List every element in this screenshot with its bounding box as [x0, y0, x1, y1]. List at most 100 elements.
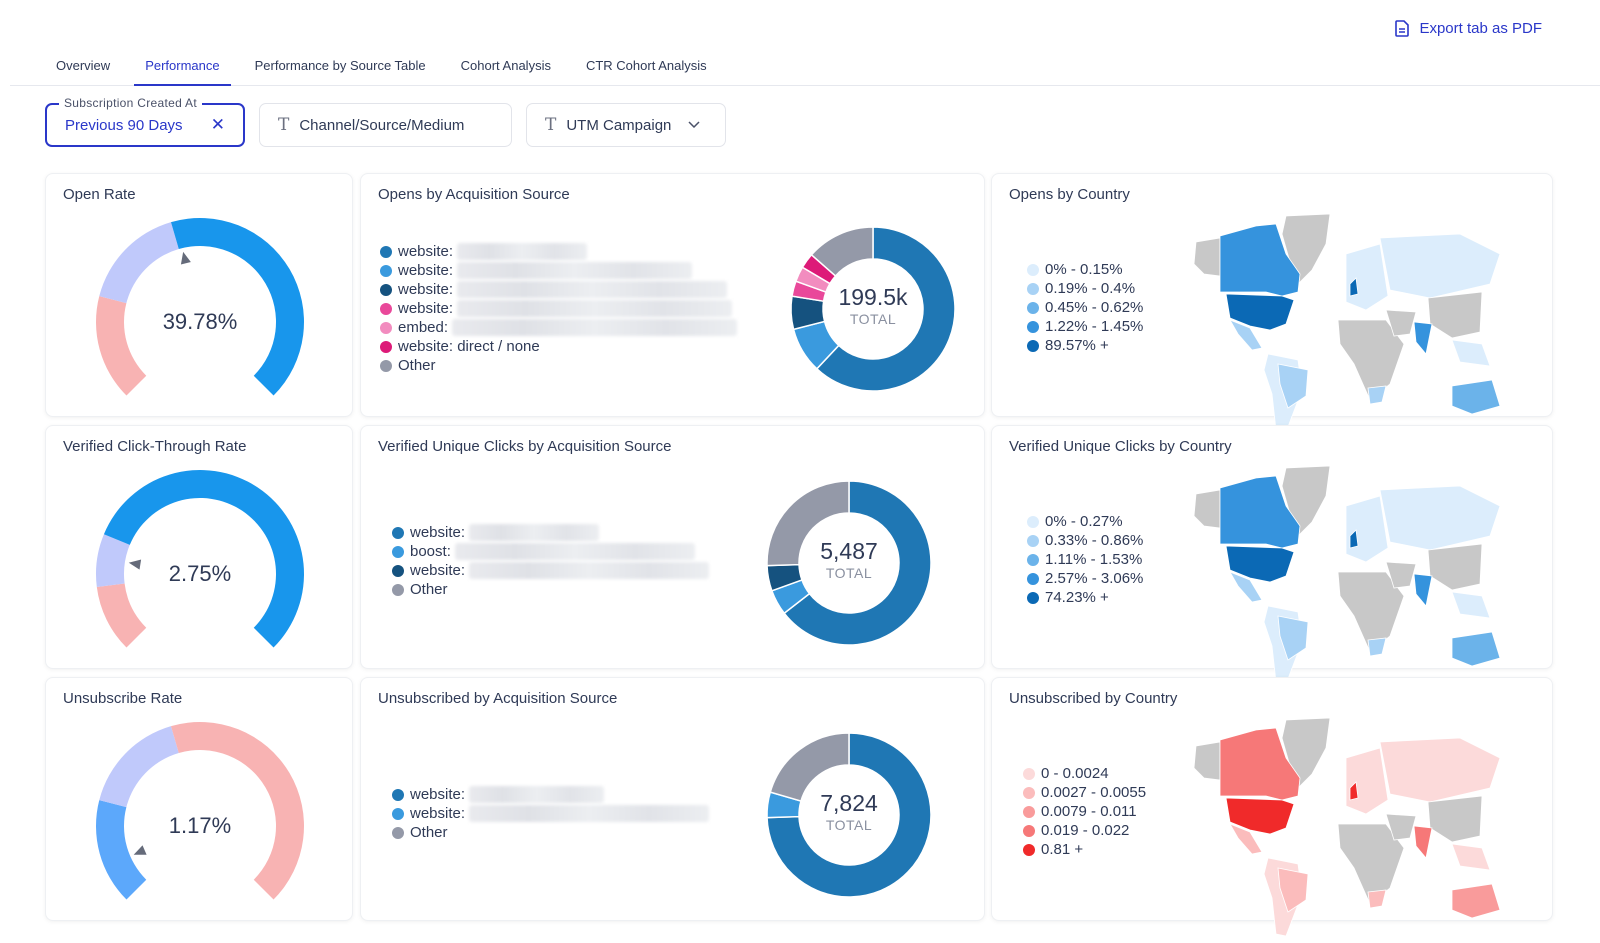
legend-item[interactable]: 74.23% +	[1027, 588, 1143, 607]
map-region-usa[interactable]	[1225, 293, 1295, 331]
export-pdf-button[interactable]: Export tab as PDF	[1395, 20, 1542, 37]
map-region-canada[interactable]	[1219, 727, 1301, 801]
legend-label: website:	[410, 805, 466, 822]
map-region-russia[interactable]	[1379, 233, 1501, 299]
map-region-alaska[interactable]	[1193, 741, 1221, 781]
map-region-seasia[interactable]	[1451, 591, 1491, 619]
legend-item[interactable]: 0 - 0.0024	[1023, 764, 1146, 783]
map-region-seasia[interactable]	[1451, 843, 1491, 871]
map-region-south-africa[interactable]	[1367, 889, 1387, 909]
legend-item[interactable]: website: direct / none	[380, 337, 737, 356]
map-region-mexico[interactable]	[1229, 823, 1263, 855]
map-region-china[interactable]	[1427, 795, 1483, 843]
legend-item[interactable]: website:	[392, 785, 709, 804]
map-region-russia[interactable]	[1379, 737, 1501, 803]
map-region-south-africa[interactable]	[1367, 637, 1387, 657]
map-region-mexico[interactable]	[1229, 571, 1263, 603]
redacted-text	[469, 786, 605, 803]
legend-label: Other	[410, 824, 448, 841]
map-region-india[interactable]	[1413, 573, 1433, 607]
map-region-alaska[interactable]	[1193, 237, 1221, 277]
legend-item[interactable]: boost:	[392, 542, 709, 561]
redacted-text	[457, 281, 728, 298]
legend-item[interactable]: 0% - 0.15%	[1027, 260, 1143, 279]
legend-item[interactable]: website:	[380, 280, 737, 299]
map-region-brazil[interactable]	[1277, 615, 1309, 661]
map-region-australia[interactable]	[1451, 631, 1501, 667]
legend-item[interactable]: embed:	[380, 318, 738, 337]
channel-source-medium-filter[interactable]: T Channel/Source/Medium	[259, 103, 512, 147]
map-region-china[interactable]	[1427, 291, 1483, 339]
map-region-australia[interactable]	[1451, 883, 1501, 919]
map-region-usa[interactable]	[1225, 545, 1295, 583]
legend-item[interactable]: website:	[392, 561, 710, 580]
legend-item[interactable]: 0.81 +	[1023, 840, 1146, 859]
chevron-down-icon[interactable]	[687, 118, 701, 132]
donut-legend: website: website: Other	[392, 785, 710, 842]
legend-item[interactable]: Other	[380, 356, 737, 375]
map-region-uk[interactable]	[1349, 277, 1359, 297]
map-region-south-africa[interactable]	[1367, 385, 1387, 405]
legend-item[interactable]: 0% - 0.27%	[1027, 512, 1143, 531]
legend-item[interactable]: website:	[392, 523, 709, 542]
gauge-chart	[95, 722, 305, 900]
legend-item[interactable]: 1.22% - 1.45%	[1027, 317, 1143, 336]
map-region-mideast[interactable]	[1385, 561, 1417, 589]
map-region-india[interactable]	[1413, 321, 1433, 355]
map-region-europe[interactable]	[1345, 747, 1389, 815]
utm-campaign-filter[interactable]: T UTM Campaign	[526, 103, 726, 147]
map-region-russia[interactable]	[1379, 485, 1501, 551]
map-region-uk[interactable]	[1349, 529, 1359, 549]
map-region-canada[interactable]	[1219, 475, 1301, 549]
map-region-alaska[interactable]	[1193, 489, 1221, 529]
map-region-brazil[interactable]	[1277, 363, 1309, 409]
legend-item[interactable]: 0.0079 - 0.011	[1023, 802, 1146, 821]
legend-item[interactable]: website:	[380, 242, 737, 261]
legend-item[interactable]: website:	[380, 299, 737, 318]
donut-slice[interactable]	[766, 480, 850, 567]
legend-item[interactable]: website:	[392, 804, 710, 823]
legend-item[interactable]: Other	[392, 580, 709, 599]
donut-slice[interactable]	[766, 732, 932, 898]
donut-slice[interactable]	[783, 480, 932, 646]
donut-center: 199.5k TOTAL	[813, 284, 933, 327]
legend-item[interactable]: 1.11% - 1.53%	[1027, 550, 1143, 569]
legend-item[interactable]: Other	[392, 823, 709, 842]
donut-slice[interactable]	[815, 226, 956, 392]
export-pdf-label: Export tab as PDF	[1419, 20, 1542, 37]
map-region-mideast[interactable]	[1385, 813, 1417, 841]
legend-item[interactable]: 0.0027 - 0.0055	[1023, 783, 1146, 802]
tab-performance[interactable]: Performance	[134, 58, 232, 86]
legend-item[interactable]: 89.57% +	[1027, 336, 1143, 355]
legend-item[interactable]: website:	[380, 261, 737, 280]
map-region-mideast[interactable]	[1385, 309, 1417, 337]
map-region-china[interactable]	[1427, 543, 1483, 591]
gauge-needle-icon	[130, 842, 149, 857]
map-region-europe[interactable]	[1345, 495, 1389, 563]
legend-label: 89.57% +	[1045, 337, 1109, 354]
map-region-india[interactable]	[1413, 825, 1433, 859]
map-region-brazil[interactable]	[1277, 867, 1309, 913]
map-region-usa[interactable]	[1225, 797, 1295, 835]
tab-overview[interactable]: Overview	[56, 58, 111, 73]
tab-ctr-cohort-analysis[interactable]: CTR Cohort Analysis	[585, 58, 707, 73]
legend-item[interactable]: 0.33% - 0.86%	[1027, 531, 1143, 550]
legend-dot-icon	[1027, 339, 1039, 352]
map-region-mexico[interactable]	[1229, 319, 1263, 351]
legend-item[interactable]: 0.19% - 0.4%	[1027, 279, 1143, 298]
map-region-uk[interactable]	[1349, 781, 1359, 801]
legend-item[interactable]: 0.019 - 0.022	[1023, 821, 1146, 840]
map-region-canada[interactable]	[1219, 223, 1301, 297]
legend-label: 0.019 - 0.022	[1041, 822, 1130, 839]
donut-slice[interactable]	[769, 732, 850, 802]
legend-item[interactable]: 0.45% - 0.62%	[1027, 298, 1143, 317]
date-filter[interactable]: Subscription Created At Previous 90 Days…	[45, 96, 245, 147]
map-region-europe[interactable]	[1345, 243, 1389, 311]
legend-item[interactable]: 2.57% - 3.06%	[1027, 569, 1143, 588]
map-region-seasia[interactable]	[1451, 339, 1491, 367]
tab-cohort-analysis[interactable]: Cohort Analysis	[460, 58, 551, 73]
close-icon[interactable]: ✕	[210, 115, 225, 134]
tab-performance-by-source-table[interactable]: Performance by Source Table	[254, 58, 426, 73]
donut-slice[interactable]	[810, 226, 874, 277]
map-region-australia[interactable]	[1451, 379, 1501, 415]
